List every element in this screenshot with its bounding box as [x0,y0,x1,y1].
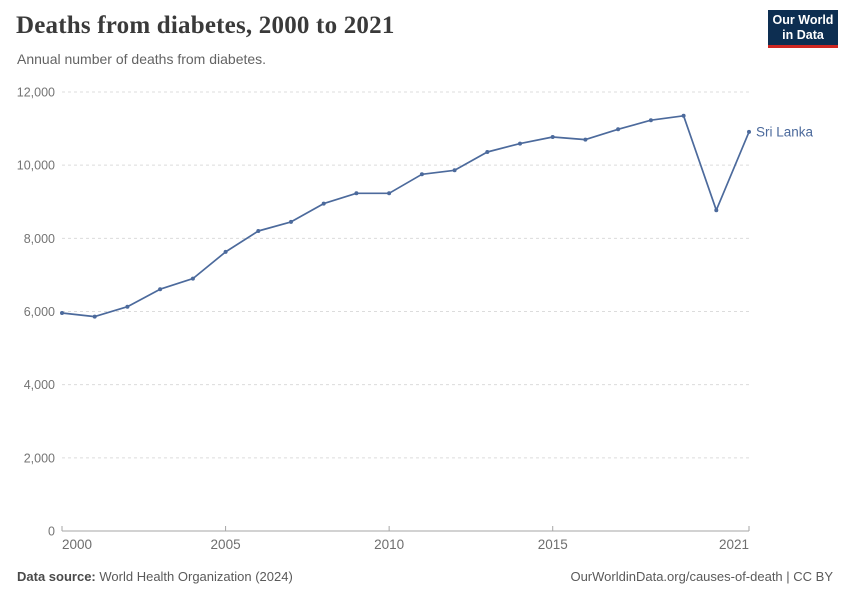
data-source-note: Data source: World Health Organization (… [17,569,293,584]
data-point-2000[interactable] [60,311,64,315]
data-point-2010[interactable] [387,191,392,196]
y-tick-label-12000: 12,000 [17,86,55,100]
y-tick-label-0: 0 [48,525,55,539]
data-point-2016[interactable] [583,137,588,142]
credit-link[interactable]: OurWorldinData.org/causes-of-death | CC … [570,569,833,584]
page-title: Deaths from diabetes, 2000 to 2021 [16,12,395,39]
x-tick-label-2015: 2015 [538,537,568,552]
x-tick-label-2021: 2021 [719,537,749,552]
data-point-2019[interactable] [681,113,686,118]
x-tick-label-2010: 2010 [374,537,404,552]
data-point-2006[interactable] [256,229,261,233]
data-point-2015[interactable] [550,135,555,139]
data-source-value: World Health Organization (2024) [99,569,293,584]
y-tick-label-10000: 10,000 [17,159,55,173]
data-point-2008[interactable] [321,201,326,206]
data-point-2003[interactable] [158,287,163,292]
data-point-2020[interactable] [714,208,719,213]
data-point-2017[interactable] [616,127,621,132]
data-point-2011[interactable] [419,172,424,177]
series-line-sri-lanka[interactable] [61,114,750,318]
data-point-2018[interactable] [648,118,653,123]
data-point-2004[interactable] [190,276,195,281]
data-point-2013[interactable] [485,150,490,154]
owid-logo-line2: in Data [782,27,824,42]
owid-logo[interactable]: Our World in Data [768,10,838,48]
x-tick-label-2005: 2005 [211,537,241,552]
data-point-2007[interactable] [289,219,293,224]
series-end-label[interactable]: Sri Lanka [756,124,814,139]
x-tick-label-2000: 2000 [62,537,92,552]
data-point-2012[interactable] [452,168,457,173]
data-point-2014[interactable] [518,141,522,146]
y-tick-label-2000: 2,000 [24,451,55,465]
owid-logo-line1: Our World [772,12,834,27]
y-tick-label-6000: 6,000 [24,305,55,319]
y-tick-label-8000: 8,000 [24,232,55,246]
y-tick-label-4000: 4,000 [24,378,55,392]
data-point-2009[interactable] [354,191,359,196]
page-subtitle: Annual number of deaths from diabetes. [17,51,267,67]
data-point-2001[interactable] [92,314,97,319]
data-point-2021[interactable] [747,129,751,134]
data-source-label: Data source: [17,569,96,584]
data-point-2005[interactable] [223,249,228,254]
data-point-2002[interactable] [125,304,130,309]
